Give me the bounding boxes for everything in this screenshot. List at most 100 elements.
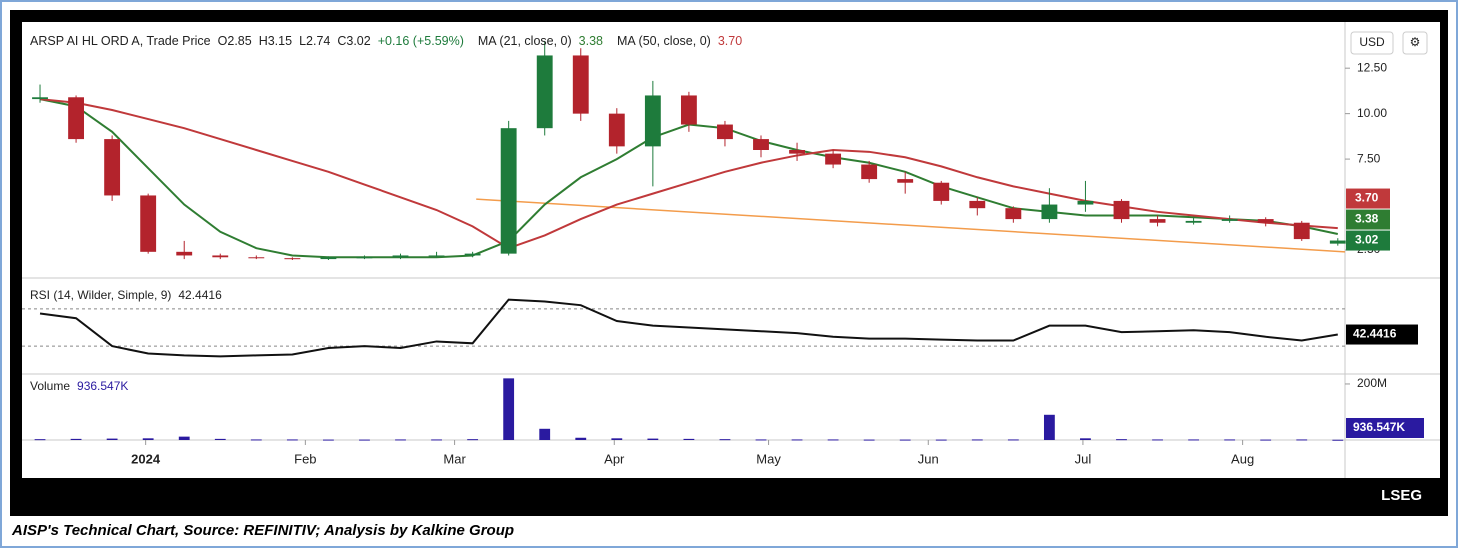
price-tag-label: 3.38 [1355, 212, 1379, 226]
settings-button[interactable] [1402, 31, 1428, 55]
y-tick-label: 12.50 [1357, 60, 1387, 74]
candle-body [500, 128, 517, 254]
candle-body [717, 124, 733, 140]
volume-bar [575, 437, 587, 440]
legend: ARSP AI HL ORD A, Trade Price O2.85 H3.15 L… [30, 34, 742, 48]
volume-bar [611, 438, 623, 440]
candle-body [644, 95, 661, 147]
volume-bar [70, 438, 82, 440]
volume-bar [1332, 439, 1344, 441]
rsi-value: 42.4416 [178, 288, 222, 302]
volume-legend: Volume 936.547K [30, 379, 128, 393]
symbol: ARSP AI HL ORD A, Trade Price [30, 34, 211, 48]
volume-bar [935, 439, 947, 441]
caption: AISP's Technical Chart, Source: REFINITI… [11, 522, 514, 539]
candle-body [392, 255, 409, 258]
volume-bar [1260, 439, 1272, 441]
legend-value: 3.70 [718, 34, 742, 48]
price-tag [1346, 188, 1390, 209]
price-tag [1346, 209, 1390, 230]
x-tick-label: Jul [1075, 451, 1092, 466]
x-tick-label: Aug [1231, 451, 1254, 466]
volume-bar [286, 439, 298, 441]
x-tick-label: 2024 [131, 451, 161, 466]
currency: USD [1359, 35, 1385, 49]
candle-body [464, 253, 481, 256]
legend-entry: MA (21, close, 0) [478, 34, 572, 48]
volume-bar [250, 439, 262, 441]
candle-body [680, 95, 697, 125]
ohlc-value: H3.15 [259, 34, 292, 48]
volume-bar [1007, 439, 1019, 441]
candle-body [789, 150, 805, 154]
price-tag-label: 3.02 [1355, 233, 1379, 247]
volume-bar [539, 428, 551, 440]
candle-body [608, 113, 625, 147]
volume-bar [106, 438, 118, 440]
y-tick-label: 200M [1357, 376, 1387, 390]
candle-body [68, 97, 85, 140]
volume-bar [1296, 439, 1308, 441]
volume-bar [1188, 439, 1200, 441]
x-tick-label: Mar [443, 451, 466, 466]
volume-bar [1152, 439, 1163, 441]
volume-bar [647, 438, 659, 440]
candle-body [104, 139, 121, 196]
legend-value: 3.38 [579, 34, 603, 48]
volume-bar [503, 378, 515, 440]
volume-bar [214, 438, 226, 440]
candle-body [572, 55, 589, 114]
volume-name: Volume [30, 379, 70, 393]
volume-bar [395, 439, 406, 441]
volume-bar [863, 439, 875, 441]
ohlc-value: L2.74 [299, 34, 330, 48]
trendline [476, 198, 1346, 253]
candle-body [1221, 219, 1238, 221]
rsi-name: RSI (14, Wilder, Simple, 9) [30, 288, 171, 302]
candle-body [1149, 219, 1166, 223]
x-tick-label: Jun [918, 451, 939, 466]
volume-bar [899, 439, 911, 441]
x-tick-label: May [756, 451, 781, 466]
candle-body [536, 55, 553, 129]
candle-body [933, 182, 950, 201]
y-tick-label: 10.00 [1357, 106, 1387, 120]
volume-bar [683, 438, 695, 440]
price-tag-label: 3.70 [1355, 191, 1379, 205]
rsi-legend: RSI (14, Wilder, Simple, 9) 42.4416 [30, 288, 222, 302]
rsi-tag [1346, 324, 1418, 345]
volume-bar [791, 439, 803, 441]
price-tag [1346, 230, 1390, 251]
ohlc-value: C3.02 [337, 34, 370, 48]
x-tick-label: Feb [294, 451, 316, 466]
volume-bar [719, 439, 731, 441]
volume-bar [755, 439, 767, 441]
volume-bar [1080, 438, 1091, 440]
candle-body [1293, 222, 1310, 240]
volume-bar [467, 439, 479, 441]
volume-bar [827, 439, 839, 441]
candle-body [32, 97, 48, 100]
candle-body [140, 195, 157, 252]
change: +0.16 (+5.59%) [378, 34, 464, 48]
logo: LSEG [1381, 487, 1422, 504]
candle-body [969, 200, 986, 209]
volume-bar [178, 436, 190, 440]
settings-icon[interactable]: ⚙ [1410, 35, 1421, 49]
candle-body [284, 258, 301, 260]
candle-body [176, 251, 193, 256]
volume-bar [142, 438, 154, 440]
candle-body [248, 257, 265, 259]
volume-bar [431, 439, 442, 441]
candle-body [1077, 200, 1094, 205]
volume-tag [1346, 418, 1424, 438]
candle-body [1185, 220, 1202, 223]
volume-bar [971, 439, 983, 441]
ohlc-value: O2.85 [218, 34, 252, 48]
rsi-line [39, 298, 1338, 358]
volume-bar [34, 439, 46, 441]
x-tick-label: Apr [604, 451, 625, 466]
candle-body [1041, 204, 1058, 220]
volume-bar [359, 439, 370, 441]
